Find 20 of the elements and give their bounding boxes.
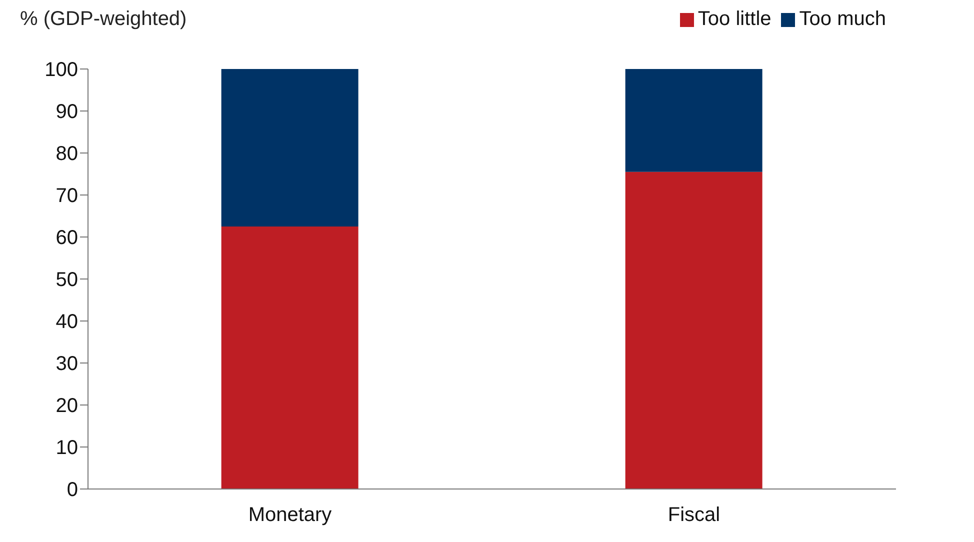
y-tick-label: 100 — [44, 59, 78, 82]
bar — [625, 172, 762, 489]
y-tick-label: 60 — [56, 227, 78, 250]
legend-label: Too much — [799, 8, 886, 30]
y-tick-label: 50 — [56, 269, 78, 292]
y-tick-label: 10 — [56, 437, 78, 460]
y-tick-label: 70 — [56, 185, 78, 208]
legend-label: Too little — [698, 8, 772, 30]
bar — [221, 69, 358, 226]
y-tick-label: 40 — [56, 311, 78, 334]
x-tick-label: Monetary — [248, 504, 332, 526]
y-tick-label: 80 — [56, 143, 78, 166]
y-tick-label: 30 — [56, 353, 78, 376]
y-axis-title: % (GDP-weighted) — [20, 8, 187, 31]
y-tick-label: 20 — [56, 395, 78, 418]
y-tick-label: 0 — [66, 479, 78, 502]
y-tick-label: 90 — [56, 101, 78, 124]
x-tick-label: Fiscal — [668, 504, 720, 526]
bar — [625, 69, 762, 172]
bar — [221, 226, 358, 489]
